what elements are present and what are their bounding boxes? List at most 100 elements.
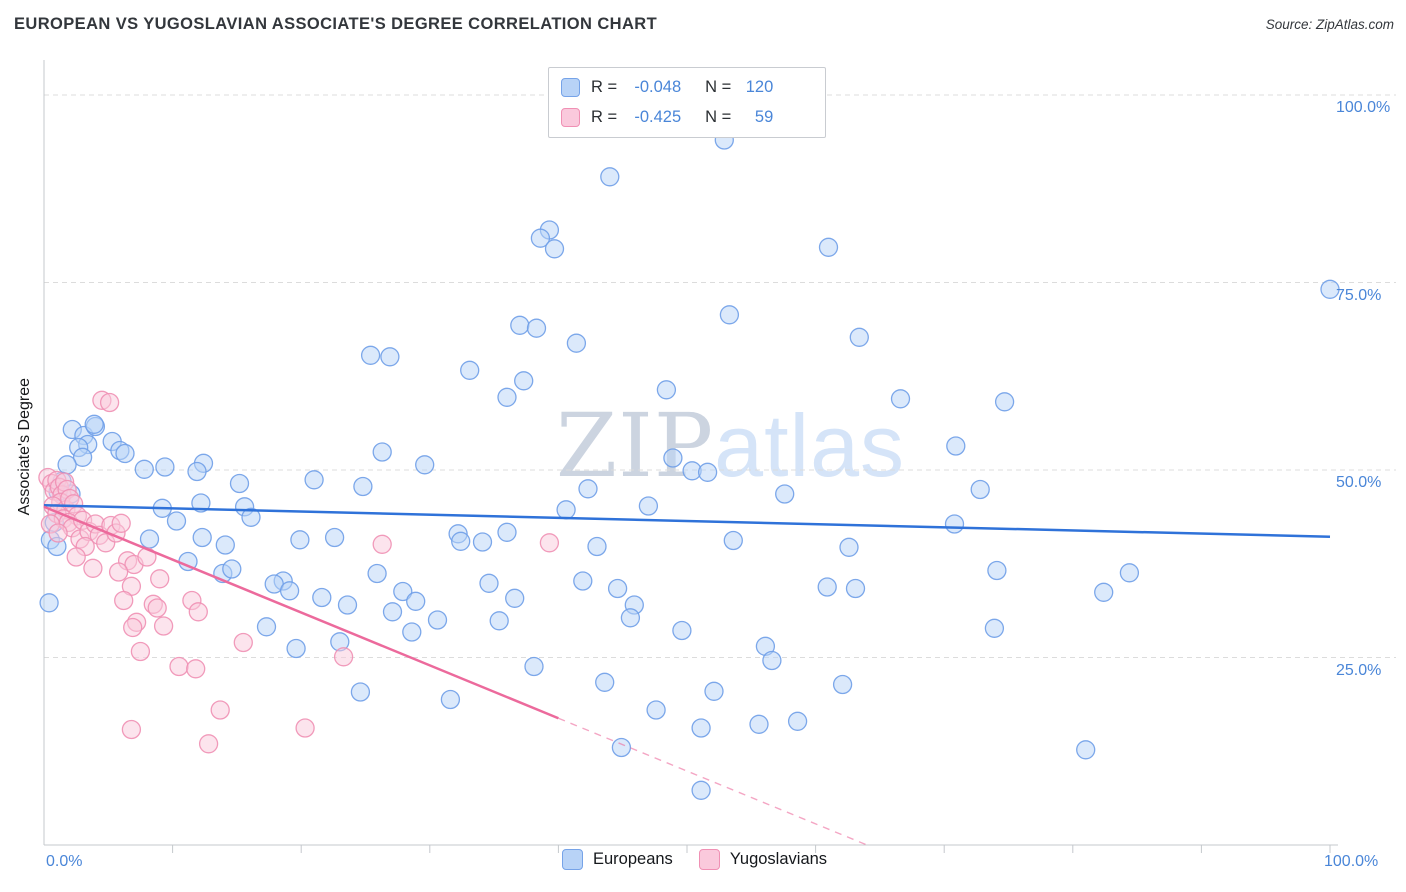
europeans-point <box>192 527 212 548</box>
n-label: N = <box>705 108 732 126</box>
yugoslavians-point <box>121 719 142 740</box>
yugoslavians-point <box>333 647 354 667</box>
yugoslavians-point <box>186 659 206 679</box>
yugoslavians-point <box>66 547 86 567</box>
europeans-point <box>222 559 242 579</box>
europeans-point <box>229 473 250 494</box>
europeans-point <box>382 602 403 622</box>
x-axis-tick-label: 0.0% <box>46 853 83 870</box>
europeans-point <box>337 595 358 615</box>
europeans-point <box>191 493 211 513</box>
europeans-point <box>845 578 866 599</box>
europeans-point <box>817 577 837 597</box>
europeans-point <box>510 315 530 335</box>
europeans-point <box>380 347 400 367</box>
r-value-europeans: -0.048 <box>634 78 682 96</box>
europeans-point <box>241 507 261 527</box>
europeans-point <box>663 448 683 468</box>
yugoslavians-point <box>114 590 134 611</box>
europeans-swatch <box>561 78 580 97</box>
yugoslavians-point <box>188 602 208 622</box>
europeans-point <box>415 455 435 475</box>
r-value-yugoslavians: -0.425 <box>634 108 682 126</box>
europeans-point <box>312 587 332 608</box>
europeans-point <box>406 591 426 611</box>
europeans-point <box>367 563 387 584</box>
europeans-point <box>656 380 677 400</box>
y-axis-tick-label: 25.0% <box>1336 661 1382 679</box>
europeans-point <box>704 681 724 701</box>
europeans-legend-swatch <box>562 849 583 870</box>
europeans-point <box>451 531 471 551</box>
europeans-point <box>134 459 154 479</box>
yugoslavians-point <box>130 641 151 662</box>
europeans-point <box>1320 279 1340 299</box>
europeans-point <box>544 239 565 259</box>
europeans-point <box>497 522 517 542</box>
europeans-point <box>749 714 769 734</box>
y-axis-tick-label: 75.0% <box>1336 286 1382 304</box>
europeans-point <box>970 479 990 500</box>
europeans-point <box>472 532 493 552</box>
europeans-point <box>353 476 373 497</box>
yugoslavians-legend-swatch <box>698 849 720 870</box>
legend-row-yugoslavians: R = -0.425 N = 59 <box>561 105 815 130</box>
europeans-point <box>360 345 381 365</box>
europeans-point <box>72 447 93 467</box>
x-axis-tick-label: 100.0% <box>1324 853 1379 870</box>
europeans-point <box>775 484 795 504</box>
yugoslavians-point <box>198 734 219 754</box>
europeans-legend-label: Europeans <box>593 850 673 868</box>
yugoslavians-point <box>150 569 170 589</box>
source-attribution: Source: ZipAtlas.com <box>1265 17 1394 32</box>
europeans-point <box>719 305 740 325</box>
europeans-point <box>832 674 853 695</box>
europeans-point <box>497 387 517 407</box>
europeans-point <box>672 620 692 641</box>
europeans-point <box>987 560 1007 581</box>
europeans-trendline <box>43 504 1331 538</box>
y-axis-tick-label: 50.0% <box>1336 474 1382 491</box>
yugoslavians-point <box>372 534 392 554</box>
europeans-point <box>762 650 782 671</box>
europeans-point <box>427 610 448 630</box>
europeans-point <box>84 414 104 434</box>
yugoslavians-trendline <box>43 505 559 720</box>
y-axis-tick-label: 100.0% <box>1336 99 1391 116</box>
europeans-point <box>256 617 277 637</box>
europeans-point <box>849 327 869 347</box>
yugoslavians-point <box>147 598 167 618</box>
europeans-point <box>530 228 551 248</box>
europeans-point <box>890 389 911 409</box>
europeans-point <box>290 530 310 550</box>
europeans-point <box>215 535 235 555</box>
europeans-point <box>556 500 576 520</box>
europeans-point <box>600 167 620 187</box>
europeans-point <box>155 457 175 477</box>
europeans-point <box>994 392 1015 412</box>
europeans-point <box>638 496 659 516</box>
europeans-point <box>595 672 615 692</box>
europeans-point <box>723 530 743 551</box>
yugoslavians-point <box>153 616 174 636</box>
yugoslavians-point <box>111 513 131 533</box>
europeans-point <box>944 514 965 534</box>
yugoslavians-point <box>123 617 143 638</box>
europeans-point <box>611 737 632 758</box>
europeans-point <box>489 611 509 631</box>
yugoslavians-legend-label: Yugoslavians <box>729 850 828 868</box>
r-label: R = <box>591 108 618 126</box>
n-label: N = <box>705 78 732 96</box>
yugoslavians-trendline-extension <box>558 717 868 846</box>
europeans-point <box>984 618 1005 638</box>
yugoslavians-point <box>295 718 315 738</box>
watermark-atlas-text: atlas <box>714 396 906 495</box>
europeans-point <box>946 436 966 456</box>
europeans-point <box>1094 582 1114 602</box>
yugoslavians-point <box>83 558 103 578</box>
europeans-point <box>115 443 135 464</box>
europeans-point <box>578 479 598 499</box>
europeans-point <box>440 689 461 710</box>
europeans-point <box>166 511 187 531</box>
